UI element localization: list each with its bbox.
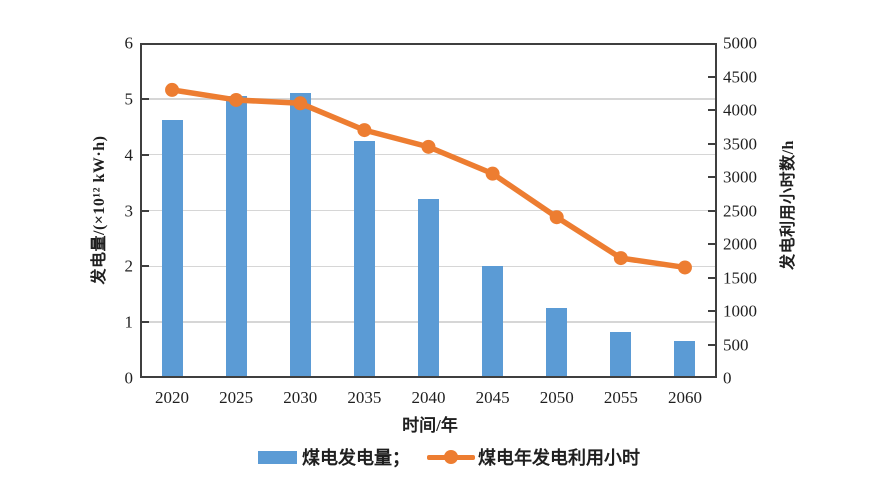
y-tick-left-3 [142,209,149,212]
bar-2060 [674,340,696,376]
y-tick-right-2000 [708,243,715,245]
series-point-2035 [357,123,372,138]
x-tick-label-2030: 2030 [283,388,318,407]
y-tick-label-left-5: 5 [124,89,134,109]
y-tick-label-right-3000: 3000 [723,167,757,187]
y-tick-label-left-2: 2 [124,256,134,276]
y-tick-right-2500 [708,209,715,212]
y-tick-left-1 [142,321,149,324]
series-point-2020 [165,82,180,97]
plot-border-top [140,43,717,45]
y-tick-right-500 [708,343,715,346]
x-tick-label-2060: 2060 [667,388,702,407]
legend-item-line: 煤电年发电利用小时 [427,444,640,470]
x-tick-label-2055: 2055 [603,388,638,407]
legend-line-marker-icon [444,450,458,464]
bar-2055 [610,331,632,376]
y-tick-left-2 [142,265,149,268]
x-tick-label-2035: 2035 [347,388,382,407]
legend-item-bar: 煤电发电量； [258,444,410,470]
y-tick-label-left-3: 3 [124,201,134,220]
y-tick-right-1000 [708,310,715,312]
y-tick-label-right-4500: 4500 [723,67,757,86]
y-tick-right-3500 [708,142,715,145]
x-tick-label-2020: 2020 [155,388,190,407]
y-tick-left-5 [142,97,149,100]
bar-2025 [225,96,247,376]
x-tick-label-2040: 2040 [411,388,446,407]
y-tick-label-right-500: 500 [723,335,749,354]
y-axis-right-line [715,43,717,378]
y-tick-label-right-1500: 1500 [723,268,757,287]
x-axis-title: 时间/年 [402,416,458,435]
y-tick-label-left-0: 0 [124,368,134,388]
y-tick-label-right-0: 0 [723,368,732,388]
x-tick-label-2045: 2045 [475,388,510,407]
y-axis-right-title: 发电利用小时数/h [780,140,797,270]
bar-2035 [353,140,375,376]
series-point-2040 [421,139,436,154]
bar-2050 [546,308,568,376]
y-tick-right-4500 [708,75,715,78]
bar-2020 [161,119,183,376]
y-tick-label-right-2500: 2500 [723,201,757,220]
y-tick-label-left-4: 4 [124,145,134,165]
legend-line-swatch-icon [427,450,475,464]
x-tick-label-2025: 2025 [219,388,254,407]
plot-area [140,43,717,378]
legend-line-label: 煤电年发电利用小时 [478,448,640,468]
x-tick-label-2050: 2050 [539,388,574,407]
legend: 煤电发电量； 煤电年发电利用小时 [258,444,640,470]
series-point-2060 [677,260,692,275]
series-point-2050 [549,210,564,225]
y-axis-left-line [140,43,142,378]
bar-2045 [482,266,504,376]
y-tick-label-left-6: 6 [124,33,134,53]
y-tick-right-3000 [708,176,715,178]
y-tick-right-4000 [708,109,715,111]
y-tick-label-right-5000: 5000 [723,33,757,53]
y-tick-label-left-1: 1 [124,312,134,332]
y-tick-label-right-4000: 4000 [723,100,757,120]
y-tick-right-1500 [708,276,715,279]
bar-2030 [289,93,311,376]
y-tick-label-right-1000: 1000 [723,301,757,321]
x-axis-line [140,376,717,378]
legend-bar-label: 煤电发电量； [302,448,410,468]
y-tick-label-right-2000: 2000 [723,234,757,254]
bar-2040 [418,199,439,376]
series-point-2055 [613,251,628,266]
y-tick-left-4 [142,153,149,156]
legend-bar-swatch-icon [258,450,297,464]
series-point-2045 [485,166,500,181]
y-tick-label-right-3500: 3500 [723,134,757,153]
